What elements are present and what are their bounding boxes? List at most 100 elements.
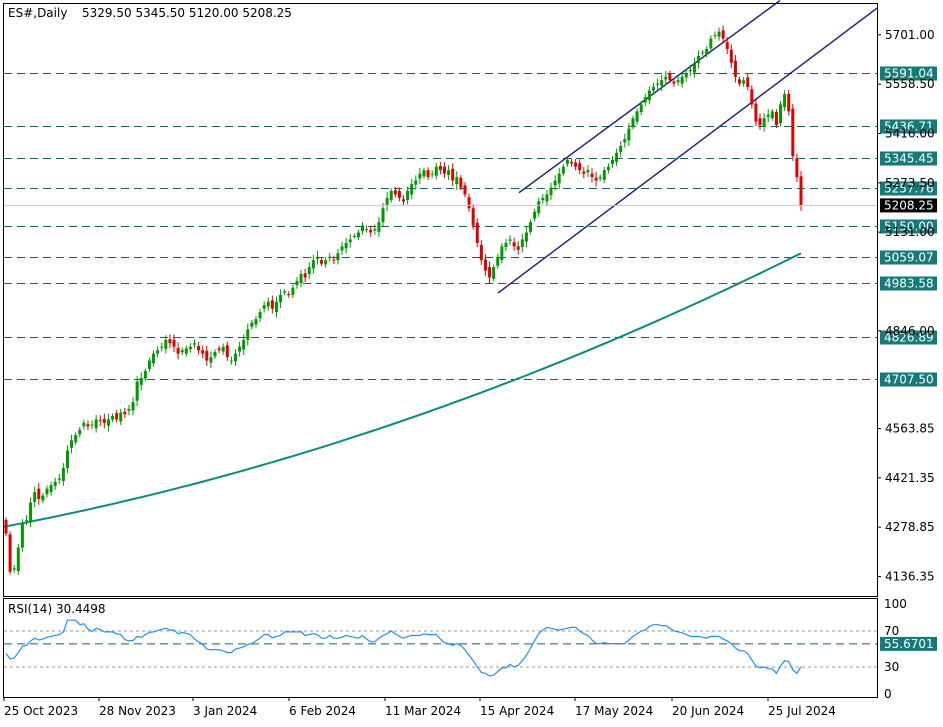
candle-body (459, 177, 463, 188)
candle-body (742, 80, 746, 84)
candle-body (332, 259, 336, 261)
candle-body (606, 166, 610, 171)
candle-body (463, 185, 467, 195)
candle-body (70, 440, 74, 448)
candle-body (225, 345, 229, 358)
candle-body (393, 190, 397, 195)
trend-channel (497, 0, 879, 294)
candle-body (188, 346, 192, 350)
candle-body (24, 519, 28, 521)
candle-body (307, 267, 311, 275)
candle-body (541, 197, 545, 200)
candle-body (246, 329, 250, 340)
candle-body (299, 274, 303, 284)
candle-body (45, 488, 49, 495)
candle-body (127, 409, 131, 411)
candle-body (201, 350, 205, 354)
level-label: 5345.45 (884, 152, 934, 166)
candle-body (53, 481, 57, 486)
price-tick-label: 4136.35 (885, 569, 935, 583)
ma-line (3, 252, 802, 528)
rsi-panel-frame (3, 598, 878, 698)
candle-body (787, 94, 791, 112)
candle-body (406, 190, 410, 200)
candle-body (709, 38, 713, 49)
rsi-tick-label: 0 (884, 687, 892, 701)
candle-body (123, 411, 127, 415)
candle-body (369, 229, 373, 233)
candle-body (102, 419, 106, 423)
candle-body (340, 246, 344, 251)
candle-body (160, 346, 164, 348)
candle-body (676, 80, 680, 83)
candle-body (279, 294, 283, 303)
candle-body (447, 170, 451, 176)
date-tick-label: 25 Jul 2024 (768, 704, 836, 718)
candle-body (692, 62, 696, 73)
candle-body (61, 467, 65, 482)
level-label: 5150.00 (884, 220, 934, 234)
candle-body (365, 229, 369, 231)
candle-body (594, 177, 598, 181)
candle-body (545, 194, 549, 202)
candle-body (430, 173, 434, 175)
candle-body (131, 402, 135, 411)
candle-body (549, 187, 553, 196)
candle-body (426, 170, 430, 178)
candle-body (442, 166, 446, 174)
candle-body (287, 294, 291, 296)
candle-body (635, 111, 639, 122)
candle-body (98, 420, 102, 422)
candle-body (172, 339, 176, 347)
channel-lower-line (497, 6, 879, 294)
candle-body (680, 76, 684, 84)
candle-body (783, 94, 787, 108)
candle-body (758, 118, 762, 126)
candle-body (770, 111, 774, 119)
date-tick-label: 6 Feb 2024 (289, 704, 356, 718)
candle-body (520, 239, 524, 248)
date-tick-label: 15 Apr 2024 (480, 704, 554, 718)
date-tick-label: 28 Nov 2023 (99, 704, 176, 718)
candle-body (111, 415, 115, 420)
candle-body (455, 177, 459, 185)
price-tick-label: 5131.00 (885, 225, 935, 239)
level-box (880, 119, 937, 134)
candle-body (570, 161, 574, 164)
candle-body (115, 413, 119, 420)
candle-body (262, 305, 266, 309)
candle-body (799, 176, 803, 206)
level-label: 5257.76 (884, 182, 934, 196)
candle-body (324, 260, 328, 265)
candle-body (250, 322, 254, 327)
candle-body (402, 199, 405, 202)
candle-body (574, 162, 578, 167)
level-label: 4983.58 (884, 277, 934, 291)
rsi-label: RSI(14) 30.4498 (8, 602, 106, 616)
rsi-level-label: 55.6701 (884, 637, 934, 651)
candle-body (610, 159, 614, 164)
level-box (880, 276, 937, 291)
candle-body (242, 339, 246, 350)
candle-body (373, 229, 377, 231)
candle-body (414, 180, 418, 185)
rsi-level-box (880, 636, 937, 651)
candle-body (451, 168, 455, 181)
candle-body (410, 184, 414, 195)
candle-body (303, 273, 307, 278)
price-tick-label: 4278.85 (885, 520, 935, 534)
candle-body (295, 280, 299, 286)
candle-body (385, 197, 389, 206)
candle-body (336, 253, 340, 261)
candle-body (479, 244, 483, 261)
candle-body (4, 519, 8, 534)
candle-body (176, 348, 180, 354)
candle-body (684, 73, 688, 78)
candle-body (471, 208, 475, 226)
candle-body (639, 104, 643, 113)
candle-body (598, 177, 602, 179)
candle-body (37, 488, 41, 500)
candle-body (90, 424, 94, 426)
